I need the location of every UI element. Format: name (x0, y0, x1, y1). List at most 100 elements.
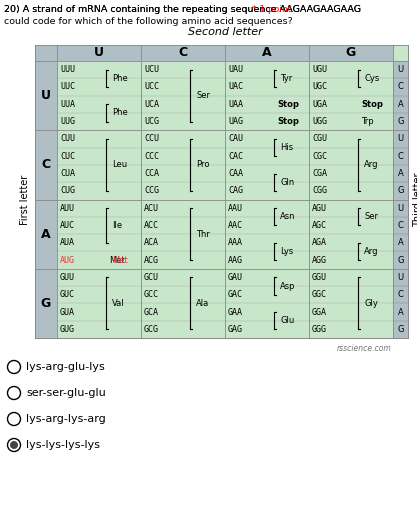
Bar (393, 234, 408, 251)
Text: C: C (397, 152, 403, 161)
Text: 20) A strand of mRNA containing the repeating sequence AAGAAGAAGAAG: 20) A strand of mRNA containing the repe… (4, 5, 361, 14)
Bar (35, 200, 57, 269)
Text: Val: Val (112, 299, 125, 308)
Bar (393, 200, 408, 217)
Text: Arg: Arg (364, 161, 379, 169)
Text: U: U (41, 89, 51, 102)
Text: Met: Met (109, 256, 125, 265)
Bar (393, 182, 408, 200)
Text: U: U (397, 273, 404, 282)
Bar (393, 321, 408, 338)
Bar (35, 45, 408, 338)
Text: AGA: AGA (312, 238, 327, 247)
Text: AUC: AUC (60, 221, 75, 230)
Text: G: G (397, 186, 404, 196)
Text: GGC: GGC (312, 290, 327, 299)
Text: UCA: UCA (144, 100, 159, 109)
Text: A: A (398, 238, 403, 247)
Text: U: U (397, 65, 404, 74)
Text: * 1 point: * 1 point (252, 5, 291, 14)
Bar (35, 45, 57, 61)
Text: lys-arg-lys-arg: lys-arg-lys-arg (26, 414, 106, 424)
Text: CAA: CAA (228, 169, 243, 178)
Text: AUU: AUU (60, 204, 75, 213)
Bar (393, 96, 408, 113)
Bar (393, 303, 408, 321)
Text: CAC: CAC (228, 152, 243, 161)
Bar (393, 61, 408, 78)
Text: UGC: UGC (312, 82, 327, 91)
Text: CAU: CAU (228, 135, 243, 143)
Text: Leu: Leu (112, 161, 127, 169)
Text: ser-ser-glu-glu: ser-ser-glu-glu (26, 388, 106, 398)
Text: Stop: Stop (277, 117, 299, 126)
Text: Asp: Asp (280, 281, 296, 291)
Text: UCC: UCC (144, 82, 159, 91)
Text: CUU: CUU (60, 135, 75, 143)
Text: GGG: GGG (312, 325, 327, 334)
Bar (393, 286, 408, 303)
Text: GUA: GUA (60, 307, 75, 316)
Text: GCG: GCG (144, 325, 159, 334)
Text: AGC: AGC (312, 221, 327, 230)
Text: CCA: CCA (144, 169, 159, 178)
Text: CCC: CCC (144, 152, 159, 161)
Text: GUC: GUC (60, 290, 75, 299)
Bar (393, 165, 408, 182)
Text: Phe: Phe (112, 108, 128, 117)
Text: Asn: Asn (280, 212, 296, 221)
Text: Stop: Stop (361, 100, 383, 109)
Text: Arg: Arg (364, 247, 379, 256)
Text: Thr: Thr (196, 230, 210, 239)
Text: C: C (397, 221, 403, 230)
Text: CCG: CCG (144, 186, 159, 196)
Text: CGA: CGA (312, 169, 327, 178)
Bar (393, 269, 408, 286)
Bar (35, 130, 57, 200)
Text: CUC: CUC (60, 152, 75, 161)
Text: UUA: UUA (60, 100, 75, 109)
Bar (35, 45, 408, 338)
Text: G: G (397, 117, 404, 126)
Text: Second letter: Second letter (188, 27, 262, 37)
Text: Tyr: Tyr (280, 74, 292, 83)
Text: GUU: GUU (60, 273, 75, 282)
Text: AGG: AGG (312, 256, 327, 265)
Text: A: A (41, 228, 51, 241)
Text: GAG: GAG (228, 325, 243, 334)
Text: ACG: ACG (144, 256, 159, 265)
Bar (393, 147, 408, 165)
Text: Stop: Stop (277, 100, 299, 109)
Text: GAC: GAC (228, 290, 243, 299)
Text: Ser: Ser (364, 212, 378, 221)
Text: U: U (397, 135, 404, 143)
Text: Trp: Trp (361, 117, 374, 126)
Text: UAU: UAU (228, 65, 243, 74)
Text: 20) A strand of mRNA containing the repeating sequence AAGAAGAAGAAG * 1 point: 20) A strand of mRNA containing the repe… (4, 5, 405, 14)
Bar (57, 45, 393, 61)
Text: G: G (397, 256, 404, 265)
Text: AAG: AAG (228, 256, 243, 265)
Text: Pro: Pro (196, 161, 210, 169)
Bar (35, 61, 57, 130)
Text: AUG: AUG (60, 256, 75, 265)
Text: Ala: Ala (196, 299, 209, 308)
Text: C: C (41, 158, 50, 171)
Text: GCC: GCC (144, 290, 159, 299)
Text: lys-arg-glu-lys: lys-arg-glu-lys (26, 362, 105, 372)
Text: Gln: Gln (280, 178, 294, 186)
Text: could code for which of the following amino acid sequences?: could code for which of the following am… (4, 17, 293, 26)
Text: G: G (397, 325, 404, 334)
Text: A: A (398, 100, 403, 109)
Text: CCU: CCU (144, 135, 159, 143)
Text: AAA: AAA (228, 238, 243, 247)
Bar (393, 78, 408, 96)
Text: UUU: UUU (60, 65, 75, 74)
Text: GUG: GUG (60, 325, 75, 334)
Text: UCU: UCU (144, 65, 159, 74)
Text: U: U (397, 204, 404, 213)
Bar (393, 113, 408, 130)
Text: Phe: Phe (112, 74, 128, 83)
Text: His: His (280, 143, 293, 152)
Text: A: A (398, 169, 403, 178)
